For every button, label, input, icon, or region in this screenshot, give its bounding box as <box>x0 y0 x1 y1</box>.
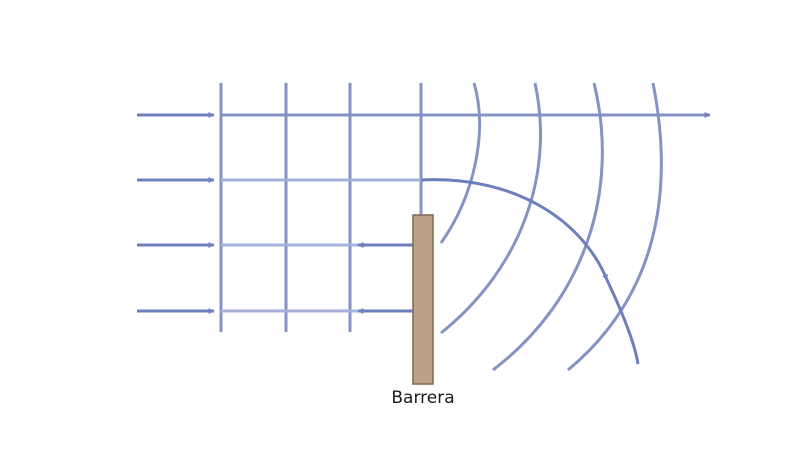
incident-rays <box>137 112 711 365</box>
barrier-label: Barrera <box>391 388 455 408</box>
plane-wavefronts <box>219 83 423 332</box>
barrier <box>412 214 434 385</box>
curved-wavefront <box>492 82 604 372</box>
curved-wavefront <box>567 82 663 372</box>
curved-wavefront <box>439 82 482 244</box>
diffracted-ray-tail <box>605 279 640 365</box>
curved-wavefronts <box>439 82 663 372</box>
curved-wavefront <box>440 82 542 335</box>
diffracted-ray <box>420 178 609 281</box>
